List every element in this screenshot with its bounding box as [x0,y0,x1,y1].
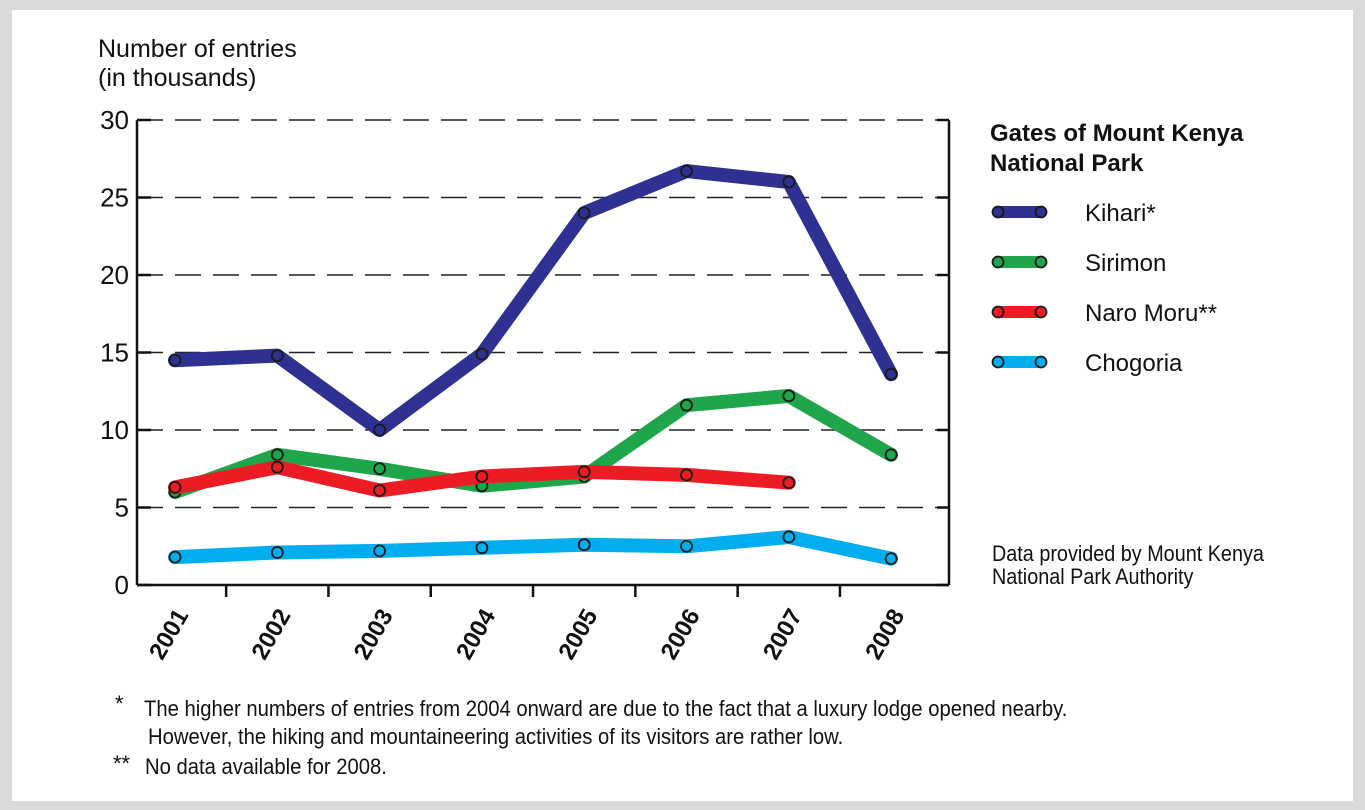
series-line-3 [168,530,899,566]
y-axis-label-line-2: (in thousands) [98,64,257,92]
legend-swatches [991,205,1048,369]
legend-swatch-marker [991,305,1005,319]
data-point-marker [577,206,591,220]
line-chart: 0 5 10 15 20 25 30 2001 2002 2003 2004 2005 2006 2007… [100,105,1048,665]
data-point-marker [680,468,693,482]
chart-panel: 0 5 10 15 20 25 30 2001 2002 2003 2004 2005 2006 2007… [12,10,1353,801]
data-point-marker [168,480,182,494]
y-tick-label: 10 [100,415,129,445]
data-point-marker [270,460,284,474]
footnote-2: No data available for 2008. [145,754,387,779]
data-point-marker [782,530,796,544]
gridlines [137,119,949,509]
legend-title-line-1: Gates of Mount Kenya [990,120,1244,147]
data-point-marker [270,349,284,363]
data-point-marker [168,353,182,367]
legend-swatch-marker [991,355,1005,369]
legend-swatch-marker [991,255,1005,269]
y-tick-label: 25 [100,183,129,213]
legend-label-kihari: Kihari* [1085,200,1156,227]
legend-swatch-marker [1034,355,1048,369]
data-point-marker [577,538,591,552]
legend-label-naro-moru: Naro Moru** [1085,300,1218,327]
y-tick-label: 15 [100,338,129,368]
data-point-marker [475,470,489,483]
x-tick-label: 2008 [860,605,910,665]
footnote-mark-2: ** [113,751,131,776]
footnote-1-line-1: The higher numbers of entries from 2004 … [144,696,1068,721]
data-point-marker [373,423,387,437]
data-point-marker [782,476,796,490]
legend-swatch-marker [1034,205,1048,219]
x-tick-label: 2007 [758,605,808,665]
legend-label-chogoria: Chogoria [1085,350,1183,377]
x-tick-label: 2001 [144,605,194,665]
data-point-marker [782,389,796,403]
data-point-marker [373,462,387,476]
y-tick-label: 20 [100,260,129,290]
series-lines [168,164,899,566]
y-tick-label: 5 [115,493,129,523]
series-line-0 [168,164,899,437]
data-point-marker [884,552,898,566]
data-point-marker [475,347,489,361]
source-note-line-1: Data provided by Mount Kenya [992,541,1264,566]
y-tick-label: 30 [100,105,129,135]
legend-label-sirimon: Sirimon [1085,250,1167,277]
data-point-marker [373,484,387,497]
y-tick-label: 0 [115,570,129,600]
legend-swatch-marker [1034,255,1048,269]
data-point-marker [680,398,693,412]
data-point-marker [475,541,489,555]
data-point-marker [577,465,591,479]
series-line-2 [168,460,796,498]
data-point-marker [680,539,693,553]
x-tick-label: 2003 [349,605,399,665]
x-tick-label: 2005 [553,605,603,665]
data-point-marker [782,175,796,189]
axes: 0 5 10 15 20 25 30 2001 2002 2003 2004 2005 2006 2007… [100,105,951,665]
x-tick-label: 2006 [656,605,706,665]
x-tick-label: 2004 [451,604,501,664]
data-point-marker [884,367,898,381]
data-point-marker [373,544,387,558]
data-point-marker [270,546,284,559]
source-note-line-2: National Park Authority [992,564,1194,589]
data-point-marker [680,164,693,178]
y-axis-label-line-1: Number of entries [98,35,297,63]
data-point-marker [168,550,182,564]
footnote-1-line-2: However, the hiking and mountaineering a… [148,724,844,749]
footnote-mark-1: * [115,691,124,716]
legend-title-line-2: National Park [990,150,1144,177]
data-point-marker [884,448,898,462]
x-tick-label: 2002 [246,605,296,665]
legend-swatch-marker [991,205,1005,219]
legend-swatch-marker [1034,305,1048,319]
